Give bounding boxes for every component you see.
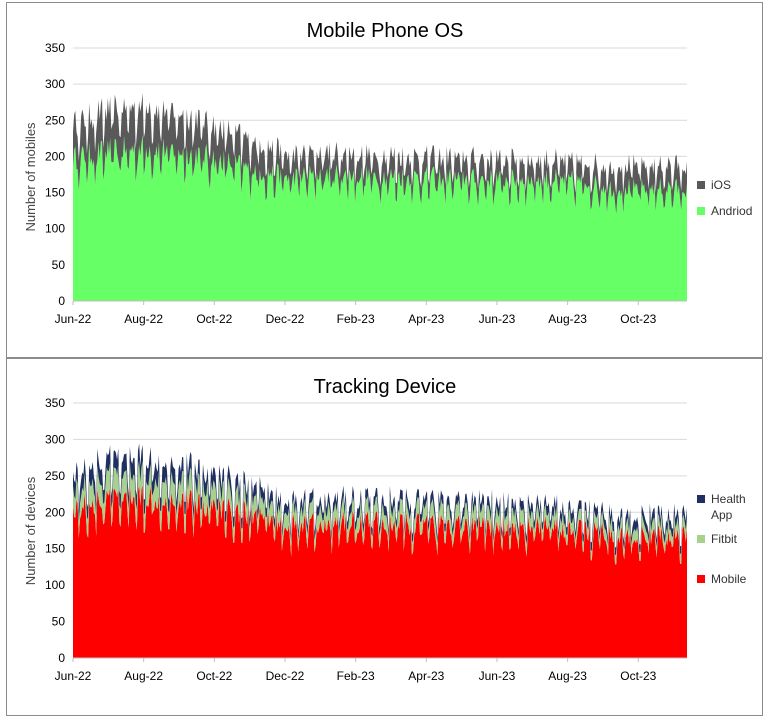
area-series-fitbit <box>73 460 687 565</box>
y-tick-label: 0 <box>58 294 65 308</box>
y-tick-label: 0 <box>58 651 65 665</box>
y-tick-label: 350 <box>45 41 65 55</box>
y-tick-label: 200 <box>45 505 65 519</box>
chart-title: Tracking Device <box>314 376 457 398</box>
x-tick-label: Aug-23 <box>548 312 587 326</box>
legend-label: Fitbit <box>711 532 738 546</box>
x-tick-label: Oct-23 <box>620 312 656 326</box>
x-tick-label: Apr-23 <box>408 312 444 326</box>
y-tick-label: 350 <box>45 396 65 410</box>
x-tick-label: Oct-23 <box>620 669 656 683</box>
legend-swatch <box>697 575 705 583</box>
legend-label: iOS <box>711 178 731 192</box>
y-tick-label: 300 <box>45 77 65 91</box>
y-axis-label: Number of mobiles <box>23 122 38 232</box>
y-tick-label: 250 <box>45 113 65 127</box>
x-tick-label: Jun-22 <box>55 669 92 683</box>
x-tick-label: Dec-22 <box>266 669 305 683</box>
y-tick-label: 150 <box>45 186 65 200</box>
y-tick-label: 50 <box>52 258 66 272</box>
legend-label: Andriod <box>711 204 752 218</box>
x-tick-label: Oct-22 <box>196 312 232 326</box>
legend-swatch <box>697 207 705 215</box>
x-tick-label: Oct-22 <box>196 669 232 683</box>
x-tick-label: Aug-22 <box>124 312 163 326</box>
x-tick-label: Dec-22 <box>266 312 305 326</box>
y-tick-label: 100 <box>45 222 65 236</box>
x-tick-label: Apr-23 <box>408 669 444 683</box>
y-tick-label: 50 <box>52 615 66 629</box>
legend-label: Health App <box>711 492 746 522</box>
chart-mobile-os: Mobile Phone OS Number of mobiles 0 50 100… <box>23 20 752 326</box>
x-tick-label: Feb-23 <box>337 312 375 326</box>
y-tick-label: 200 <box>45 149 65 163</box>
legend-swatch <box>697 181 705 189</box>
legend-label: Mobile <box>711 572 747 586</box>
chart-panel-mobile-os: Mobile Phone OS Number of mobiles 0 50 100… <box>6 2 763 358</box>
x-tick-label: Aug-22 <box>124 669 163 683</box>
chart-title: Mobile Phone OS <box>307 20 464 42</box>
chart-tracking-device: Tracking Device Number of devices 0 50 100… <box>23 376 747 683</box>
area-series-ios <box>73 92 687 214</box>
area-series-mobile <box>73 483 687 658</box>
legend-swatch <box>697 495 705 503</box>
y-tick-label: 250 <box>45 469 65 483</box>
y-tick-label: 300 <box>45 432 65 446</box>
area-series-andriod <box>73 135 687 301</box>
x-tick-label: Jun-23 <box>479 312 516 326</box>
x-tick-label: Jun-22 <box>55 312 92 326</box>
x-tick-label: Aug-23 <box>548 669 587 683</box>
legend-swatch <box>697 535 705 543</box>
x-tick-label: Feb-23 <box>337 669 375 683</box>
chart-panel-tracking-device: Tracking Device Number of devices 0 50 100… <box>6 358 763 716</box>
y-axis-label: Number of devices <box>23 476 38 585</box>
x-tick-label: Jun-23 <box>479 669 516 683</box>
y-tick-label: 150 <box>45 542 65 556</box>
y-tick-label: 100 <box>45 578 65 592</box>
